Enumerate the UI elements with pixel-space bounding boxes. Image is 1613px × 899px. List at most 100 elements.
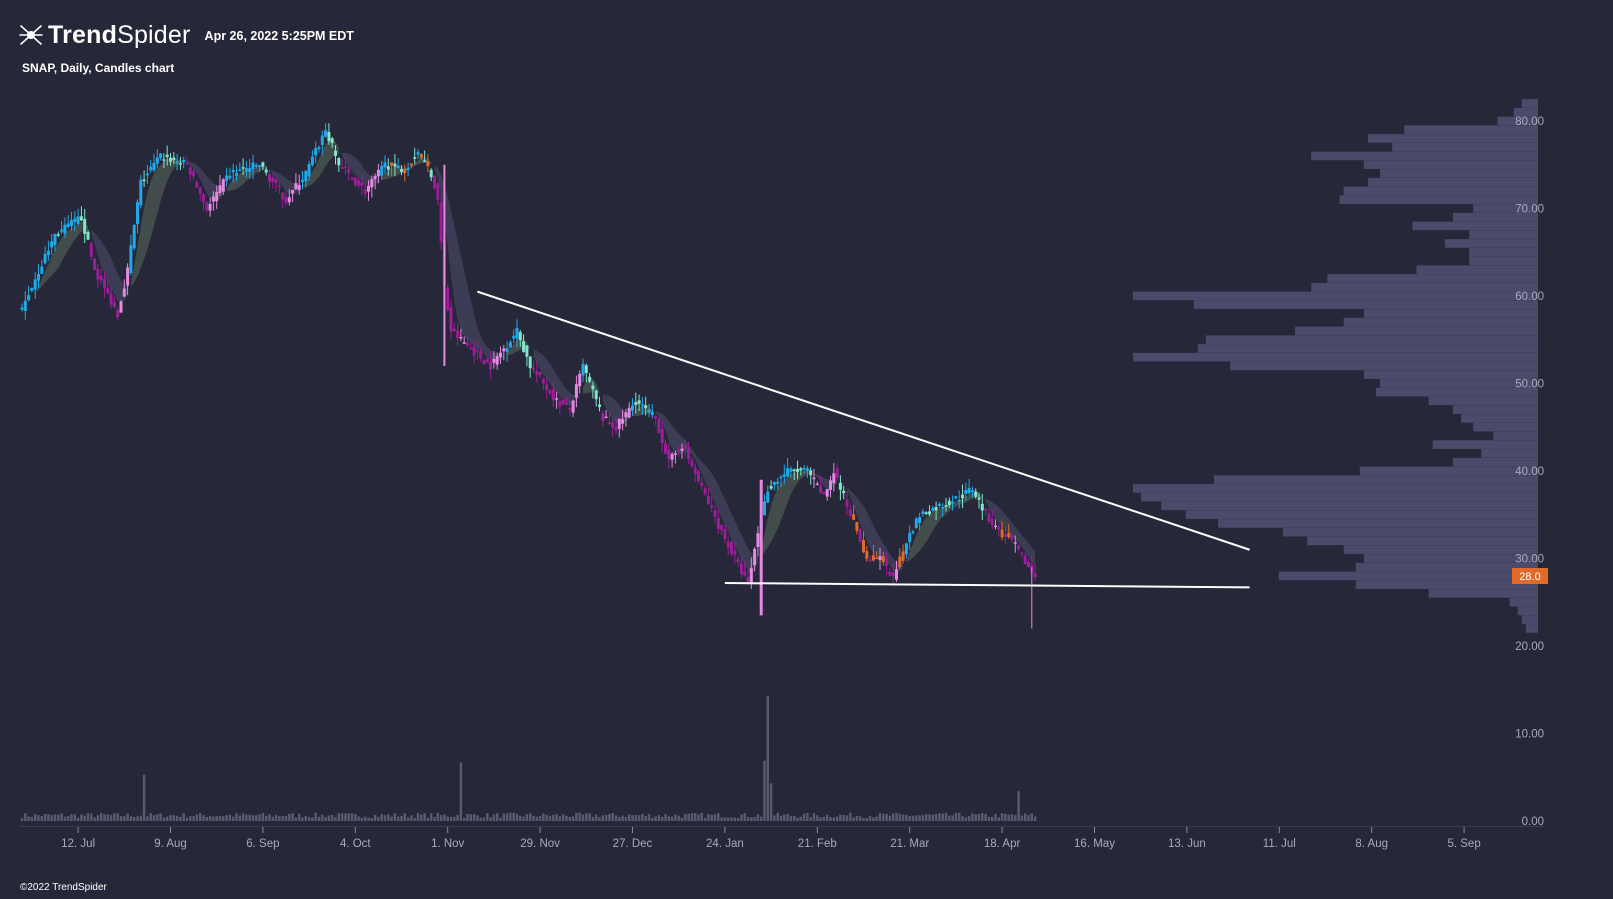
volume-bar bbox=[73, 814, 76, 821]
volume-bar bbox=[819, 817, 822, 821]
volume-bar bbox=[53, 814, 57, 821]
volume-profile-bar bbox=[1218, 519, 1538, 528]
candle-body bbox=[479, 351, 483, 359]
candle-body bbox=[706, 495, 710, 504]
volume-profile-bar bbox=[1311, 151, 1538, 161]
candle-body bbox=[93, 258, 97, 270]
volume-bar bbox=[826, 814, 829, 821]
candle-body bbox=[370, 179, 374, 188]
volume-bar bbox=[908, 816, 911, 821]
candle-body bbox=[891, 572, 895, 577]
volume-bar bbox=[690, 813, 694, 821]
volume-bar bbox=[416, 813, 420, 821]
candle-body bbox=[848, 509, 852, 516]
volume-profile-bar bbox=[1380, 379, 1538, 388]
volume-bar bbox=[628, 814, 631, 821]
volume-bar bbox=[96, 815, 100, 821]
candle-body bbox=[416, 152, 420, 155]
volume-bar bbox=[756, 814, 760, 821]
candle-body bbox=[842, 490, 846, 494]
candle-body bbox=[838, 482, 842, 490]
volume-bar bbox=[542, 813, 545, 821]
candle-body bbox=[165, 154, 169, 158]
volume-bar bbox=[911, 815, 915, 821]
ma-ribbon-down bbox=[269, 169, 300, 195]
header: TrendSpider Apr 26, 2022 5:25PM EDT bbox=[18, 18, 354, 52]
volume-bar bbox=[307, 817, 311, 821]
volume-bar bbox=[314, 812, 317, 821]
candle-body bbox=[459, 336, 463, 339]
volume-bar bbox=[595, 814, 598, 821]
candle-body bbox=[588, 376, 592, 382]
volume-bar bbox=[783, 814, 786, 821]
candle-body bbox=[291, 189, 295, 194]
volume-bar bbox=[123, 816, 126, 821]
candle-body bbox=[353, 177, 357, 185]
volume-bar bbox=[258, 814, 261, 821]
volume-bar bbox=[489, 817, 492, 821]
candle-body bbox=[327, 131, 331, 142]
candle-body bbox=[723, 528, 727, 540]
volume-bar bbox=[835, 816, 839, 821]
volume-bar bbox=[661, 816, 664, 821]
y-tick-label: 80.00 bbox=[1515, 116, 1544, 128]
volume-bar bbox=[954, 812, 958, 821]
volume-profile-bar bbox=[1133, 352, 1538, 362]
volume-bar bbox=[736, 817, 740, 821]
candle-body bbox=[225, 175, 229, 181]
candle-body bbox=[390, 162, 394, 166]
volume-bar bbox=[1010, 814, 1014, 821]
volume-bar bbox=[720, 817, 723, 821]
candle-body bbox=[594, 390, 598, 400]
candle-body bbox=[571, 400, 575, 413]
volume-profile-bar bbox=[1311, 282, 1538, 292]
x-tick-label: 1. Nov bbox=[431, 838, 464, 850]
volume-bar bbox=[482, 817, 486, 821]
candle-body bbox=[852, 514, 856, 520]
volume-profile-bar bbox=[1509, 597, 1538, 607]
volume-bar bbox=[509, 812, 512, 821]
volume-bar bbox=[459, 762, 463, 821]
candle-body bbox=[772, 481, 776, 485]
candle-body bbox=[37, 273, 40, 281]
y-tick-label: 0.00 bbox=[1522, 816, 1544, 828]
y-tick-label: 30.00 bbox=[1515, 554, 1544, 566]
volume-bar bbox=[588, 813, 591, 821]
volume-bar bbox=[397, 816, 400, 821]
volume-profile-bar bbox=[1412, 221, 1538, 231]
candle-body bbox=[452, 328, 456, 332]
candle-body bbox=[495, 356, 499, 365]
y-tick-label: 60.00 bbox=[1515, 291, 1544, 303]
volume-bar bbox=[453, 816, 456, 821]
candle-body bbox=[119, 301, 123, 313]
volume-bar bbox=[364, 816, 367, 821]
volume-bar bbox=[40, 816, 43, 821]
candle-body bbox=[954, 496, 958, 499]
candle-body bbox=[182, 159, 186, 163]
candle-body bbox=[195, 181, 199, 188]
volume-bar bbox=[129, 816, 133, 821]
candle-body bbox=[558, 401, 562, 407]
volume-bar bbox=[806, 812, 809, 821]
volume-bar bbox=[281, 816, 284, 821]
candle-body bbox=[746, 577, 750, 582]
candle-body bbox=[73, 218, 77, 222]
candle-body bbox=[142, 179, 146, 182]
volume-profile-bar bbox=[1416, 265, 1538, 274]
volume-bar bbox=[710, 814, 713, 821]
volume-bar bbox=[67, 815, 70, 821]
candle-body bbox=[271, 177, 275, 183]
candle-body bbox=[20, 307, 24, 310]
volume-bar bbox=[291, 813, 294, 821]
candle-body bbox=[720, 524, 724, 531]
volume-bar bbox=[436, 812, 439, 821]
x-tick-label: 29. Nov bbox=[520, 838, 560, 850]
candle-body bbox=[264, 169, 268, 173]
candle-body bbox=[248, 168, 252, 172]
candle-body bbox=[574, 384, 578, 398]
candle-body bbox=[990, 518, 994, 525]
volume-bar bbox=[235, 813, 238, 821]
candle-body bbox=[598, 404, 601, 408]
volume-bar bbox=[90, 813, 93, 821]
